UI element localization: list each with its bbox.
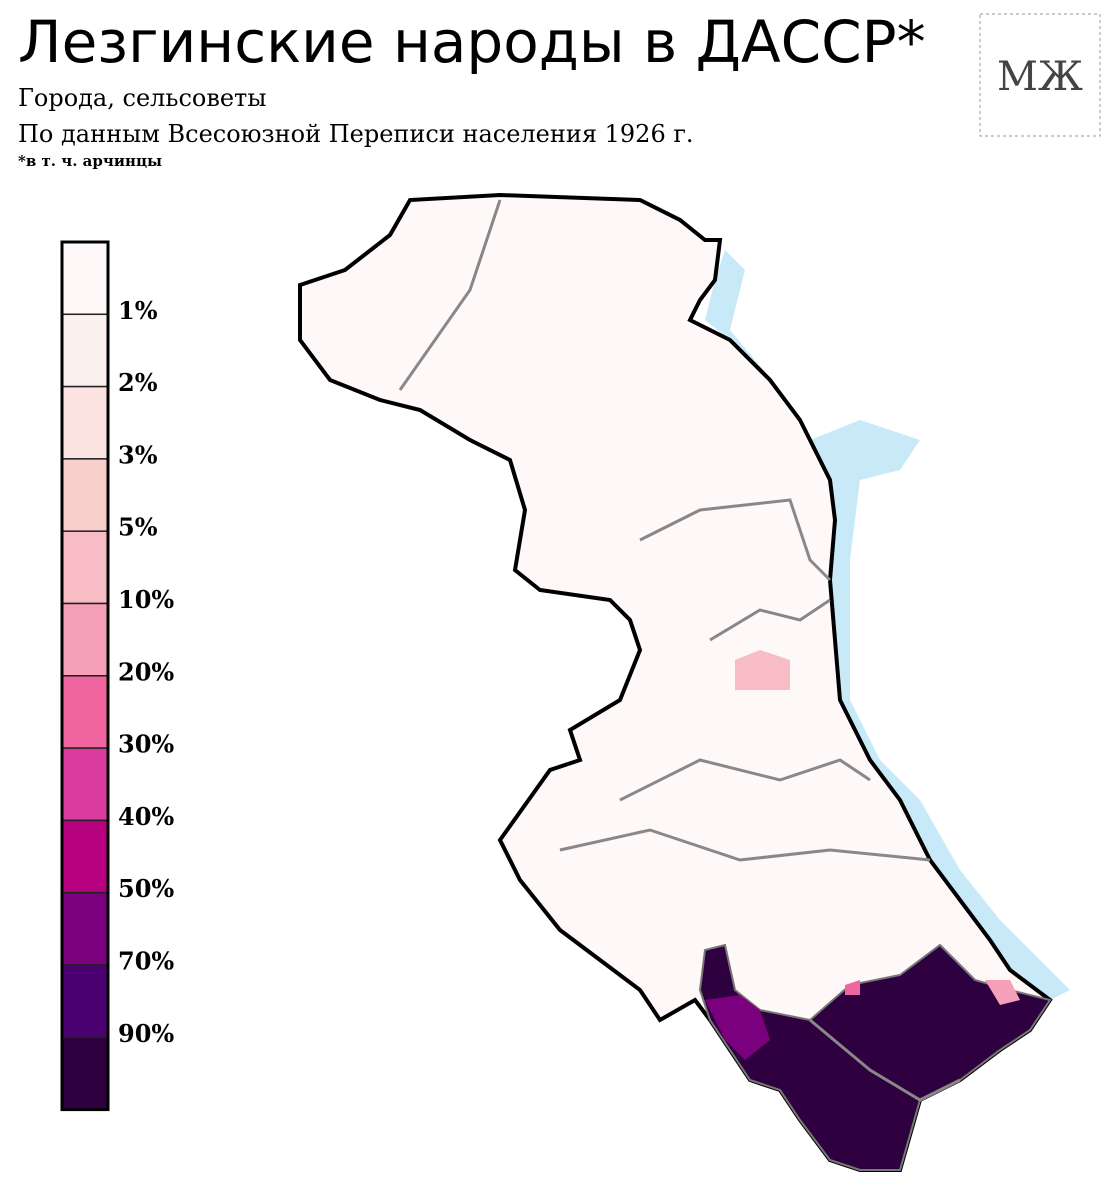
legend-swatch bbox=[61, 602, 109, 677]
legend-label: 70% bbox=[118, 947, 174, 976]
logo: МЖ bbox=[979, 13, 1101, 137]
legend-swatch bbox=[61, 819, 109, 894]
legend-label: 2% bbox=[118, 368, 158, 397]
legend-label: 1% bbox=[118, 296, 158, 325]
legend-swatch bbox=[61, 964, 109, 1039]
region-20 bbox=[985, 980, 1020, 1005]
legend-swatch bbox=[61, 675, 109, 749]
legend-swatch bbox=[61, 747, 109, 822]
legend-label: 40% bbox=[118, 802, 174, 831]
region-70 bbox=[705, 995, 770, 1060]
source: По данным Всесоюзной Переписи населения … bbox=[18, 120, 694, 148]
legend-label: 3% bbox=[118, 440, 158, 469]
legend-label: 10% bbox=[118, 585, 174, 614]
legend-label: 30% bbox=[118, 730, 174, 759]
legend-swatch bbox=[61, 891, 109, 966]
legend-swatch bbox=[61, 1036, 109, 1111]
legend-swatch bbox=[61, 241, 109, 316]
legend-swatch bbox=[61, 385, 109, 460]
region-10 bbox=[735, 650, 790, 690]
legend-label: 50% bbox=[118, 874, 174, 903]
legend-swatch bbox=[61, 530, 109, 605]
legend: 1% 2% 3% 5% 10% 20% 30% 40% 50% 70% 90% bbox=[60, 240, 174, 1112]
legend-label: 90% bbox=[118, 1019, 174, 1048]
legend-swatch bbox=[61, 313, 109, 388]
title: Лезгинские народы в ДАССР* bbox=[18, 8, 926, 76]
legend-swatch bbox=[61, 458, 109, 532]
district-borders bbox=[398, 199, 961, 1102]
region-30 bbox=[845, 980, 860, 995]
logo-text: МЖ bbox=[997, 54, 1083, 100]
legend-frame bbox=[60, 240, 110, 1112]
legend-label: 20% bbox=[118, 657, 174, 686]
footnote: *в т. ч. арчинцы bbox=[18, 152, 162, 170]
subtitle: Города, сельсоветы bbox=[18, 84, 266, 112]
legend-label: 5% bbox=[118, 513, 158, 542]
map bbox=[298, 192, 1070, 1172]
